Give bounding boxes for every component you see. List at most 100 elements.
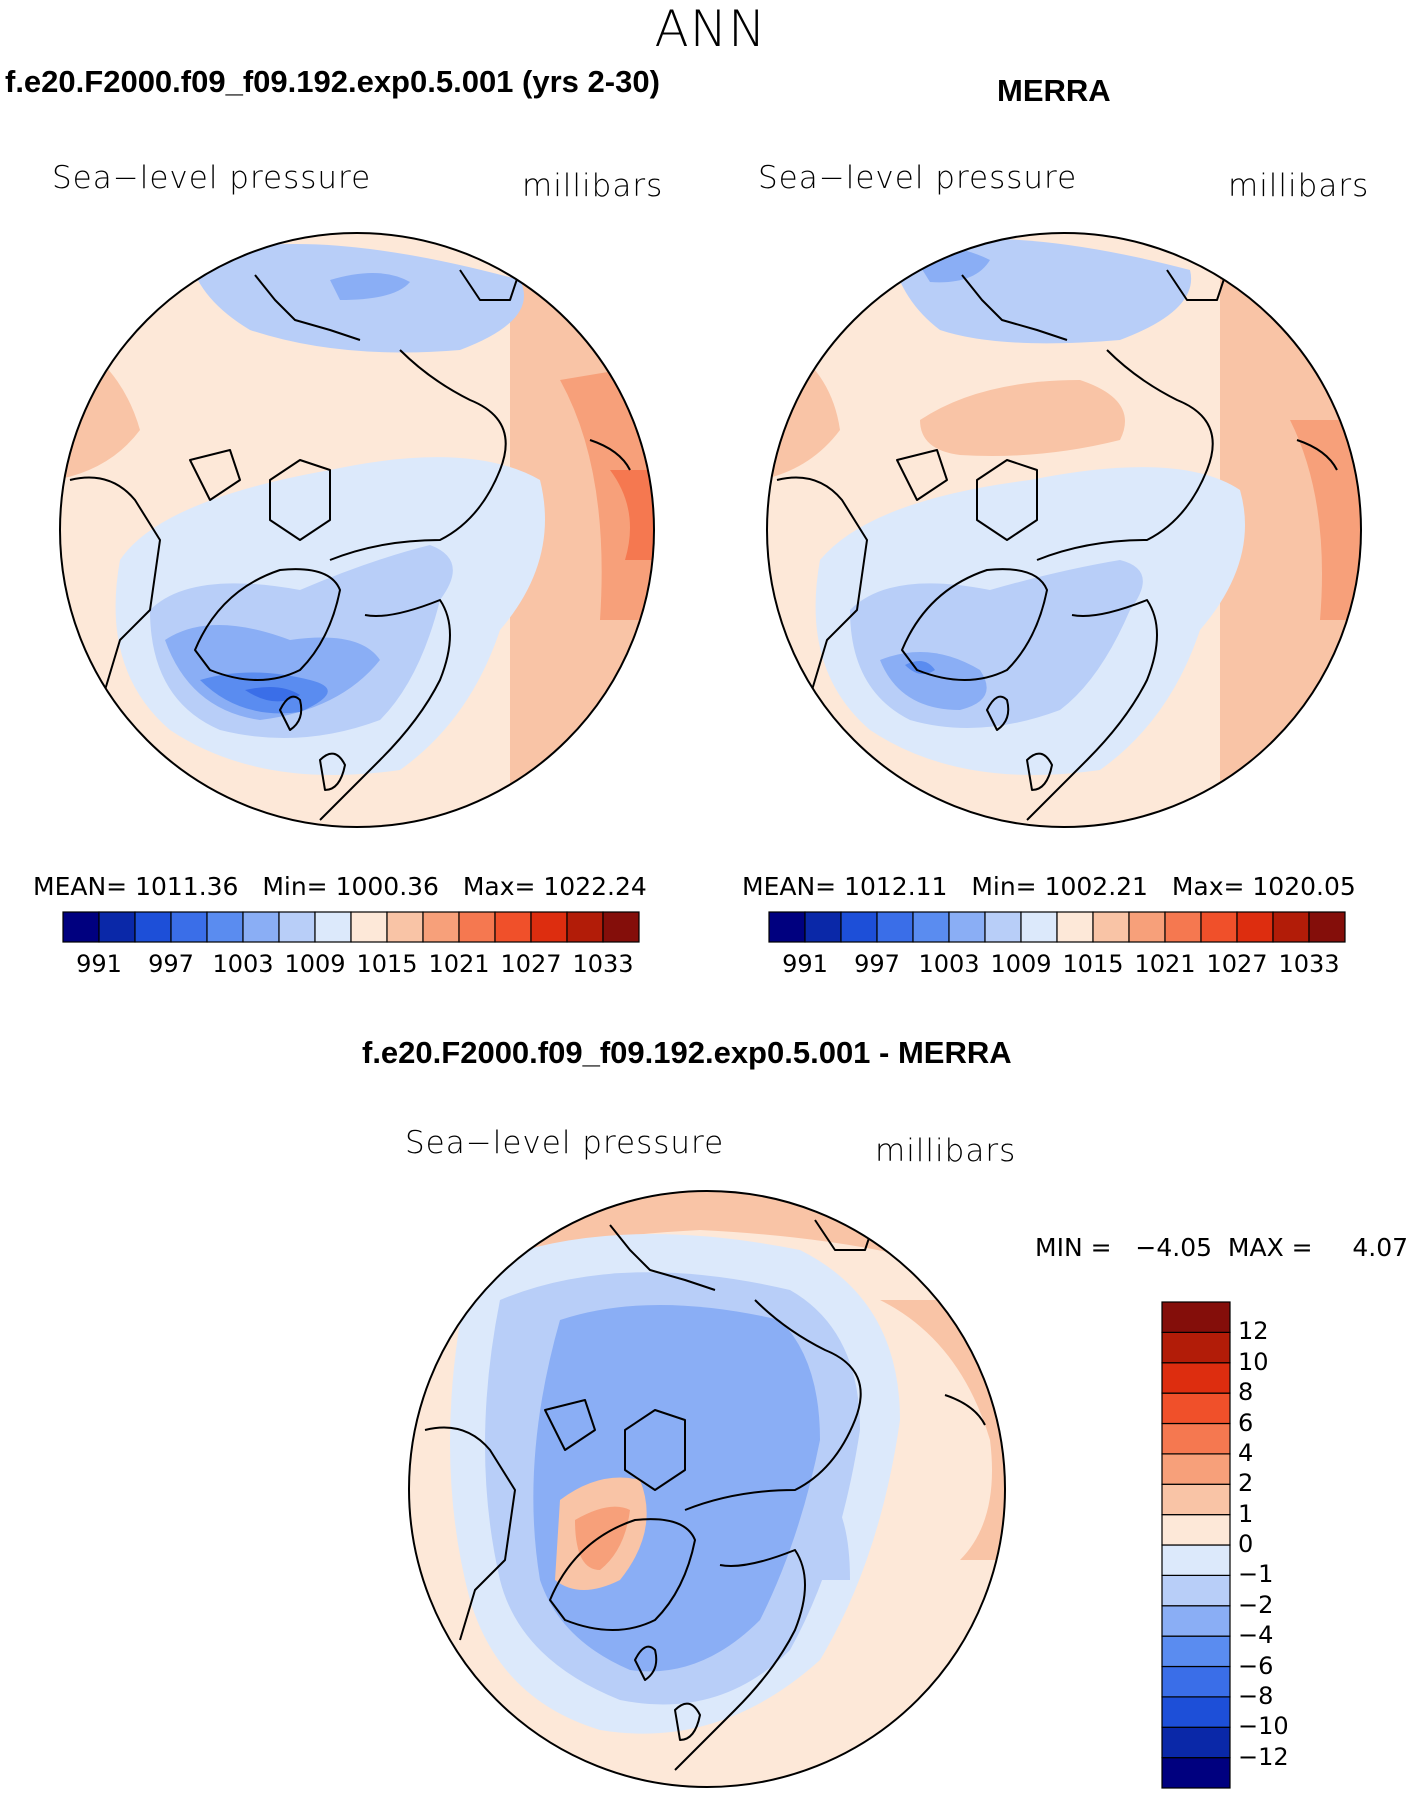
colorbar-tick-label: −2 — [1238, 1590, 1274, 1619]
colorbar-swatch — [1308, 911, 1346, 943]
diff-panel-title: f.e20.F2000.f09_f09.192.exp0.5.001 - MER… — [362, 1035, 1012, 1070]
colorbar-tick-label: 991 — [76, 950, 122, 978]
colorbar-swatch — [350, 911, 388, 943]
colorbar-swatch — [530, 911, 568, 943]
obs-min-label: Min= — [971, 872, 1037, 901]
colorbar-tick-label: 1003 — [212, 950, 274, 978]
colorbar-tick-label: 12 — [1238, 1317, 1269, 1346]
model-max-label: Max= — [462, 872, 536, 901]
colorbar-swatch — [804, 911, 842, 943]
obs-mean-value: 1012.11 — [844, 872, 948, 901]
colorbar-swatch — [1161, 1483, 1231, 1516]
colorbar-tick-label: 1027 — [1206, 950, 1268, 978]
colorbar-tick-label: −1 — [1238, 1560, 1274, 1589]
colorbar-swatch — [494, 911, 532, 943]
diff-max-value: 4.07 — [1352, 1233, 1409, 1262]
model-mean-value: 1011.36 — [135, 872, 239, 901]
colorbar-tick-label: 1 — [1238, 1499, 1254, 1528]
colorbar-swatch — [1161, 1757, 1231, 1789]
colorbar-swatch — [1164, 911, 1202, 943]
colorbar-tick-label: −12 — [1238, 1742, 1289, 1771]
obs-field-label: Sea−level pressure — [758, 160, 1078, 196]
colorbar-tick-label: 1021 — [1134, 950, 1196, 978]
colorbar-swatch — [386, 911, 424, 943]
colorbar-tick-label: 1033 — [572, 950, 634, 978]
colorbar-swatch — [1161, 1453, 1231, 1485]
diff-slp-map — [408, 1190, 1006, 1788]
colorbar-tick-label: 1021 — [428, 950, 490, 978]
colorbar-tick-label: 6 — [1238, 1408, 1254, 1437]
colorbar-tick-label: 1027 — [500, 950, 562, 978]
colorbar-swatch — [1092, 911, 1130, 943]
colorbar-swatch — [1200, 911, 1238, 943]
colorbar-tick-label: 8 — [1238, 1378, 1254, 1407]
colorbar-tick-label: 4 — [1238, 1438, 1254, 1467]
obs-slp-map — [766, 232, 1362, 828]
colorbar-tick-label: 997 — [148, 950, 194, 978]
colorbar-swatch — [912, 911, 950, 943]
obs-mean-label: MEAN= — [742, 872, 837, 901]
model-units-label: millibars — [522, 168, 664, 204]
colorbar-tick-label: 991 — [782, 950, 828, 978]
model-min-value: 1000.36 — [335, 872, 439, 901]
colorbar-swatch — [1236, 911, 1274, 943]
colorbar-swatch — [1161, 1665, 1231, 1698]
diff-units-label: millibars — [875, 1133, 1017, 1169]
colorbar-swatch — [1272, 911, 1310, 943]
obs-units-label: millibars — [1228, 168, 1370, 204]
colorbar-tick-label: −8 — [1238, 1681, 1274, 1710]
colorbar-swatch — [98, 911, 136, 943]
colorbar-tick-label: 1009 — [990, 950, 1052, 978]
colorbar-tick-label: −6 — [1238, 1651, 1274, 1680]
colorbar-tick-label: 1003 — [918, 950, 980, 978]
model-panel-title: f.e20.F2000.f09_f09.192.exp0.5.001 (yrs … — [5, 64, 660, 99]
colorbar-swatch — [1161, 1331, 1231, 1364]
colorbar-tick-label: 2 — [1238, 1469, 1254, 1498]
obs-min-value: 1002.21 — [1044, 872, 1148, 901]
colorbar-swatch — [458, 911, 496, 943]
colorbar-swatch — [984, 911, 1022, 943]
obs-max-label: Max= — [1171, 872, 1245, 901]
colorbar-tick-label: 10 — [1238, 1347, 1269, 1376]
colorbar-swatch — [948, 911, 986, 943]
colorbar-swatch — [1020, 911, 1058, 943]
colorbar-tick-label: 997 — [854, 950, 900, 978]
season-title: ANN — [654, 0, 767, 58]
colorbar-swatch — [566, 911, 604, 943]
colorbar-swatch — [134, 911, 172, 943]
colorbar-tick-label: −10 — [1238, 1712, 1289, 1741]
colorbar-swatch — [1161, 1301, 1231, 1333]
colorbar-swatch — [768, 911, 806, 943]
obs-panel-title: MERRA — [997, 73, 1111, 108]
model-max-value: 1022.24 — [543, 872, 647, 901]
model-mean-label: MEAN= — [33, 872, 128, 901]
colorbar-tick-label: 1015 — [1062, 950, 1124, 978]
model-colorbar — [62, 911, 640, 943]
diff-min-label: MIN = — [1035, 1233, 1112, 1262]
colorbar-tick-label: 0 — [1238, 1530, 1254, 1558]
colorbar-swatch — [602, 911, 640, 943]
colorbar-swatch — [1161, 1392, 1231, 1425]
model-min-label: Min= — [262, 872, 328, 901]
colorbar-swatch — [1161, 1574, 1231, 1607]
colorbar-swatch — [1161, 1544, 1231, 1576]
colorbar-tick-label: 1015 — [356, 950, 418, 978]
colorbar-tick-label: −4 — [1238, 1621, 1274, 1650]
colorbar-swatch — [1056, 911, 1094, 943]
model-slp-map — [59, 232, 655, 828]
colorbar-swatch — [1128, 911, 1166, 943]
colorbar-swatch — [422, 911, 460, 943]
obs-colorbar — [768, 911, 1346, 943]
colorbar-swatch — [840, 911, 878, 943]
colorbar-swatch — [314, 911, 352, 943]
colorbar-swatch — [1161, 1605, 1231, 1637]
colorbar-swatch — [170, 911, 208, 943]
colorbar-swatch — [242, 911, 280, 943]
colorbar-swatch — [278, 911, 316, 943]
colorbar-tick-label: 1033 — [1278, 950, 1340, 978]
colorbar-tick-label: 1009 — [284, 950, 346, 978]
colorbar-swatch — [1161, 1362, 1231, 1394]
colorbar-swatch — [1161, 1422, 1231, 1455]
model-stats: MEAN= 1011.36 Min= 1000.36 Max= 1022.24 — [33, 872, 647, 901]
